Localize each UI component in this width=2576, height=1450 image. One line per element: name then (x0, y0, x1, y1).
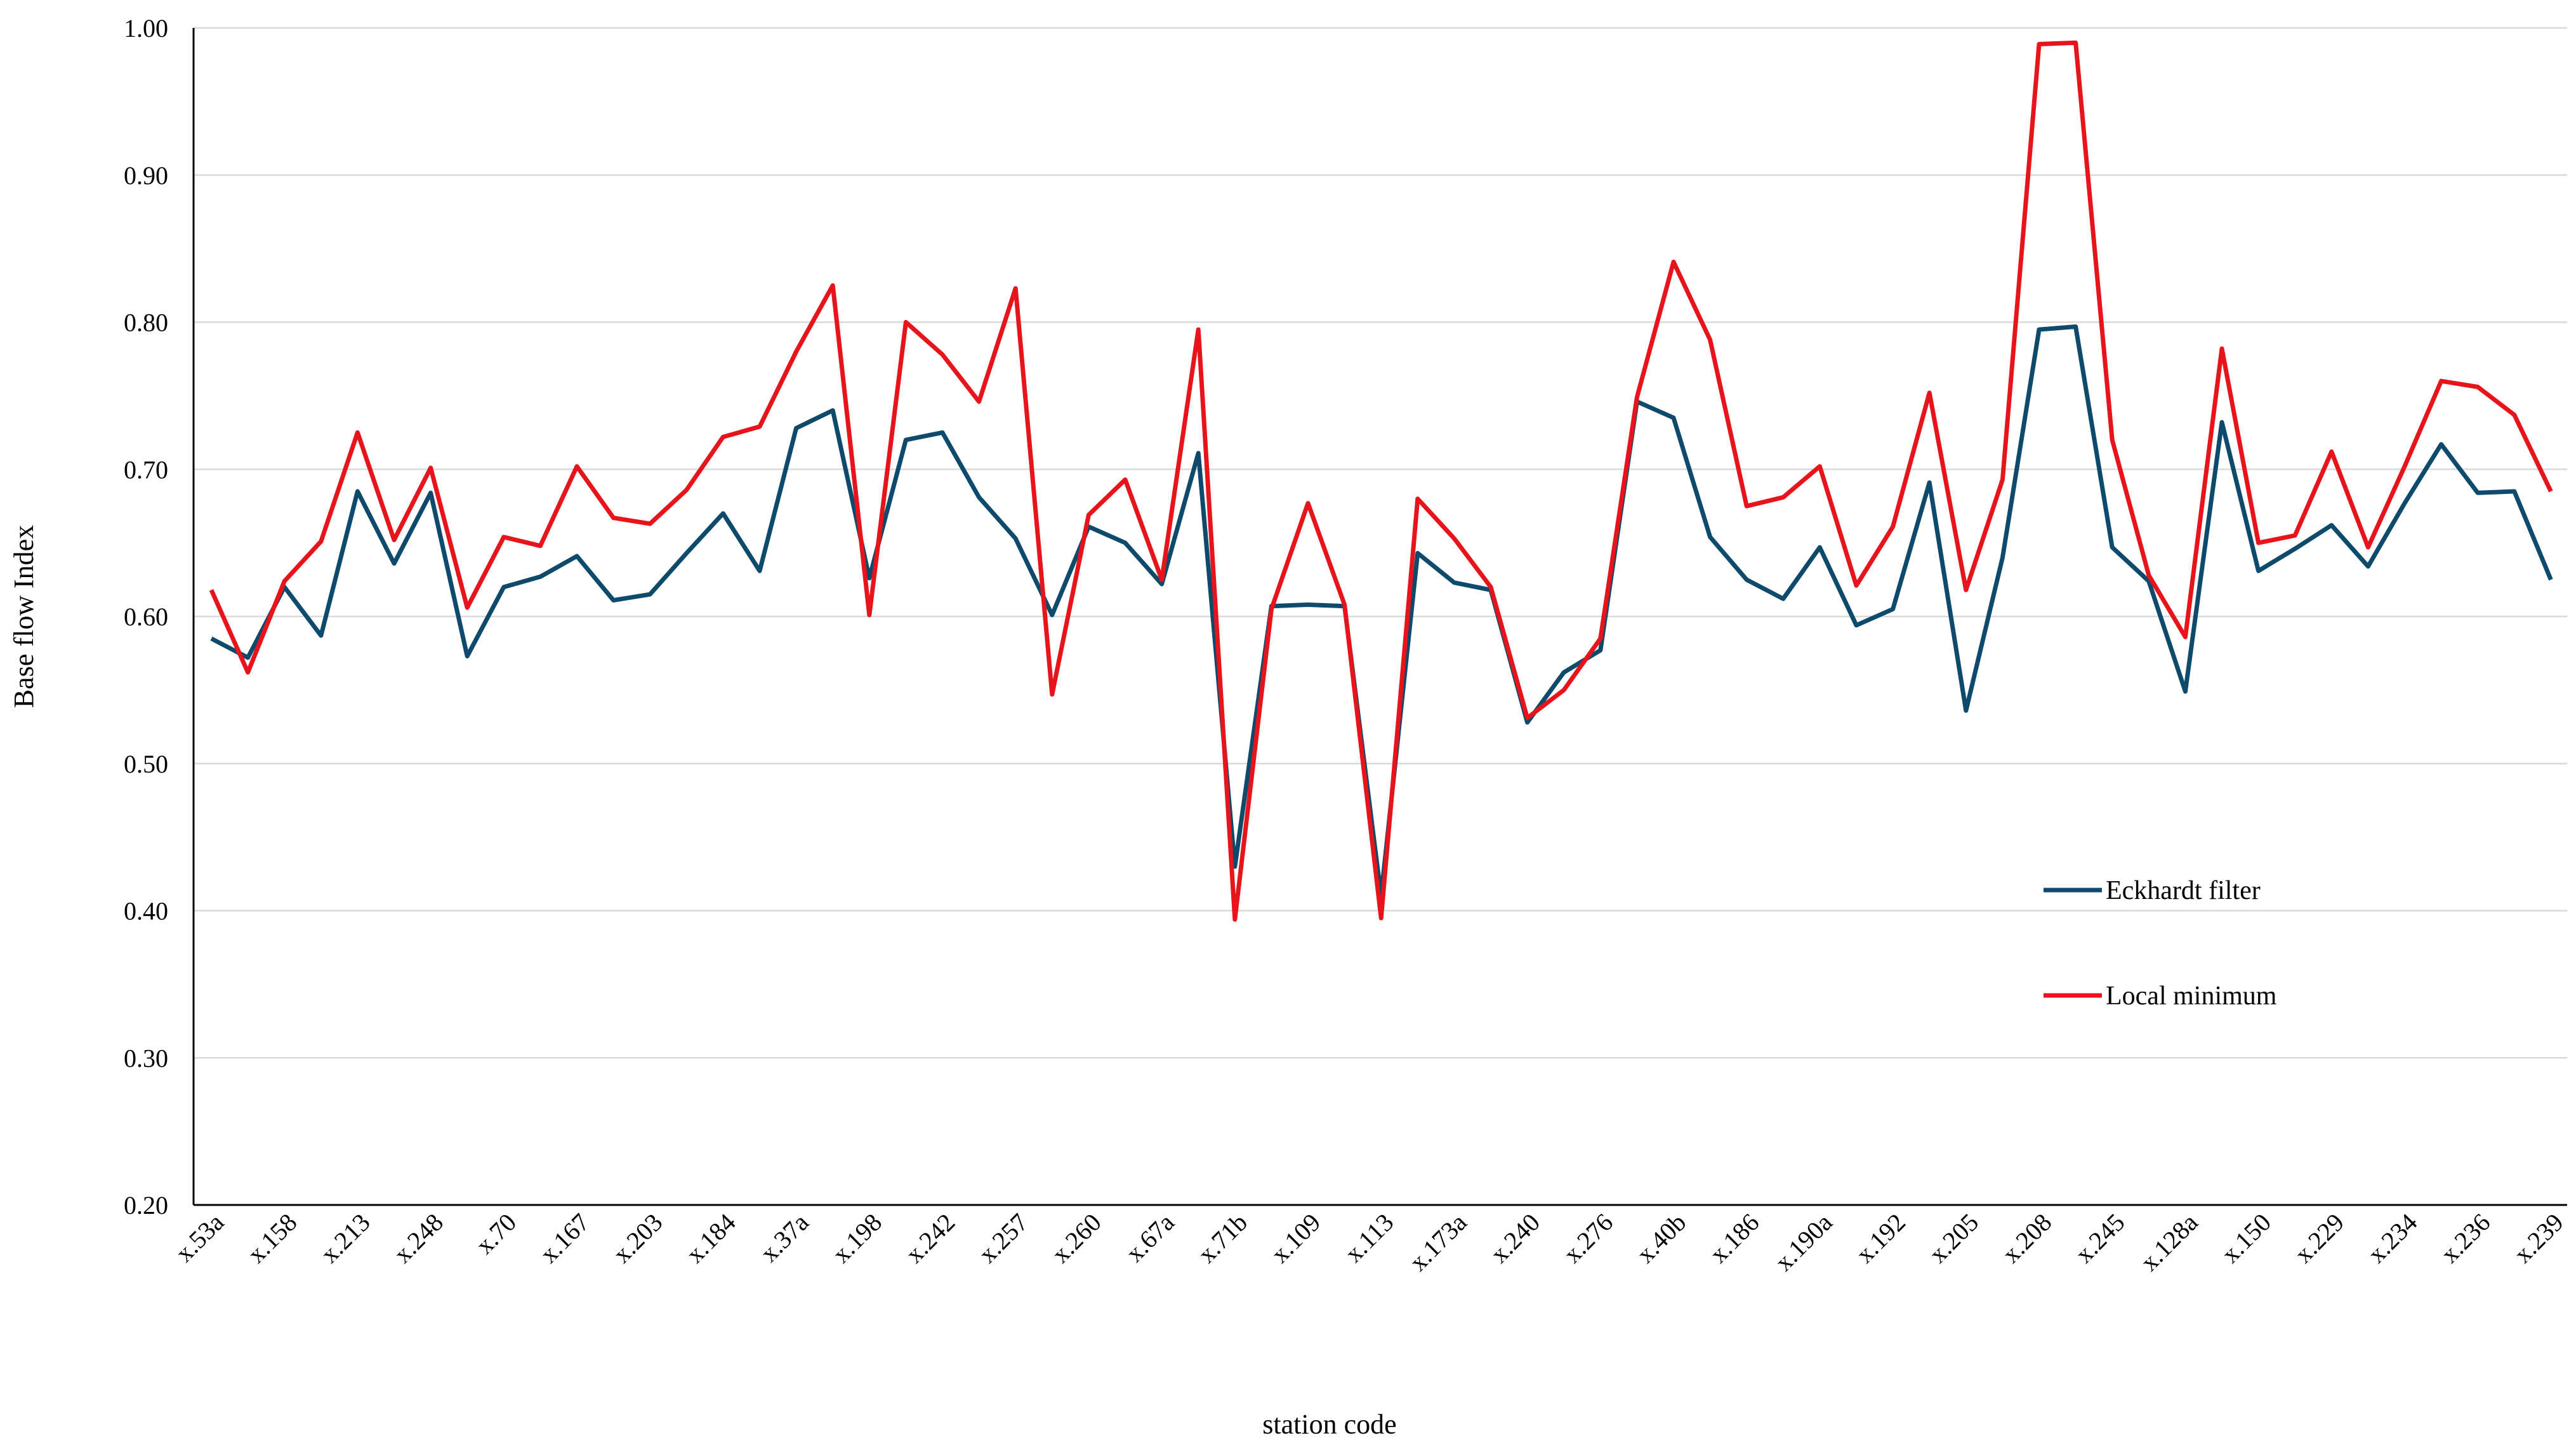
x-tick-label: x.37a (755, 1207, 814, 1267)
x-tick-label: x.213 (315, 1208, 375, 1268)
y-tick-label: 0.80 (124, 309, 168, 337)
y-tick-label: 0.20 (124, 1191, 168, 1220)
y-tick-labels: 0.20 0.30 0.40 0.50 0.60 0.70 0.80 0.90 1.00 (124, 14, 168, 1220)
x-tick-label: x.242 (900, 1208, 960, 1268)
x-tick-label: x.236 (2435, 1208, 2495, 1268)
x-tick-label: x.184 (680, 1208, 741, 1268)
y-axis-title: Base flow Index (8, 525, 39, 708)
x-tick-label: x.229 (2289, 1208, 2349, 1268)
series-line-eckhardt-filter (210, 324, 2553, 898)
x-tick-labels: x.53a x.158 x.213 x.248 x.70 x.167 x.203 x.184 x… (169, 1207, 2568, 1276)
y-tick-label: 0.40 (124, 897, 168, 926)
x-tick-label: x.128a (2135, 1207, 2203, 1276)
x-tick-label: x.186 (1704, 1208, 1764, 1268)
x-tick-label: x.203 (607, 1208, 668, 1268)
x-tick-label: x.158 (242, 1208, 302, 1268)
x-tick-label: x.198 (827, 1208, 887, 1268)
x-tick-label: x.40b (1631, 1208, 1691, 1268)
x-tick-label: x.240 (1485, 1208, 1545, 1268)
y-tick-label: 0.30 (124, 1044, 168, 1072)
x-tick-label: x.173a (1404, 1207, 1472, 1276)
series-line-local-minimum (209, 40, 2553, 922)
x-tick-label: x.245 (2070, 1208, 2130, 1268)
x-tick-label: x.113 (1339, 1208, 1399, 1268)
legend-label-local-minimum: Local minimum (2106, 981, 2277, 1011)
x-tick-label: x.192 (1851, 1208, 1911, 1268)
y-tick-label: 0.70 (124, 455, 168, 484)
x-tick-label: x.190a (1769, 1207, 1838, 1276)
legend: Eckhardt filter Local minimum (2044, 876, 2277, 1011)
x-tick-label: x.248 (388, 1208, 449, 1268)
y-tick-label: 0.50 (124, 750, 168, 778)
x-tick-label: x.276 (1558, 1208, 1618, 1268)
x-tick-label: x.71b (1192, 1208, 1253, 1268)
x-tick-label: x.53a (169, 1207, 229, 1267)
x-tick-label: x.208 (1997, 1208, 2057, 1268)
x-tick-label: x.70 (470, 1208, 522, 1260)
x-tick-label: x.150 (2216, 1208, 2276, 1268)
grid-lines (194, 27, 2567, 1059)
x-axis-title: station code (1262, 1409, 1396, 1440)
data-series (209, 40, 2553, 922)
legend-label-eckhardt-filter: Eckhardt filter (2106, 876, 2261, 905)
x-tick-label: x.109 (1265, 1208, 1326, 1268)
x-tick-label: x.67a (1120, 1207, 1180, 1267)
y-tick-label: 0.90 (124, 161, 168, 190)
x-tick-label: x.257 (973, 1208, 1033, 1268)
y-tick-label: 0.60 (124, 602, 168, 631)
x-tick-label: x.167 (534, 1208, 595, 1268)
x-tick-label: x.205 (1924, 1208, 1984, 1268)
x-tick-label: x.239 (2508, 1208, 2568, 1268)
y-tick-label: 1.00 (124, 14, 168, 43)
x-tick-label: x.260 (1046, 1208, 1106, 1268)
x-tick-label: x.234 (2362, 1208, 2422, 1268)
